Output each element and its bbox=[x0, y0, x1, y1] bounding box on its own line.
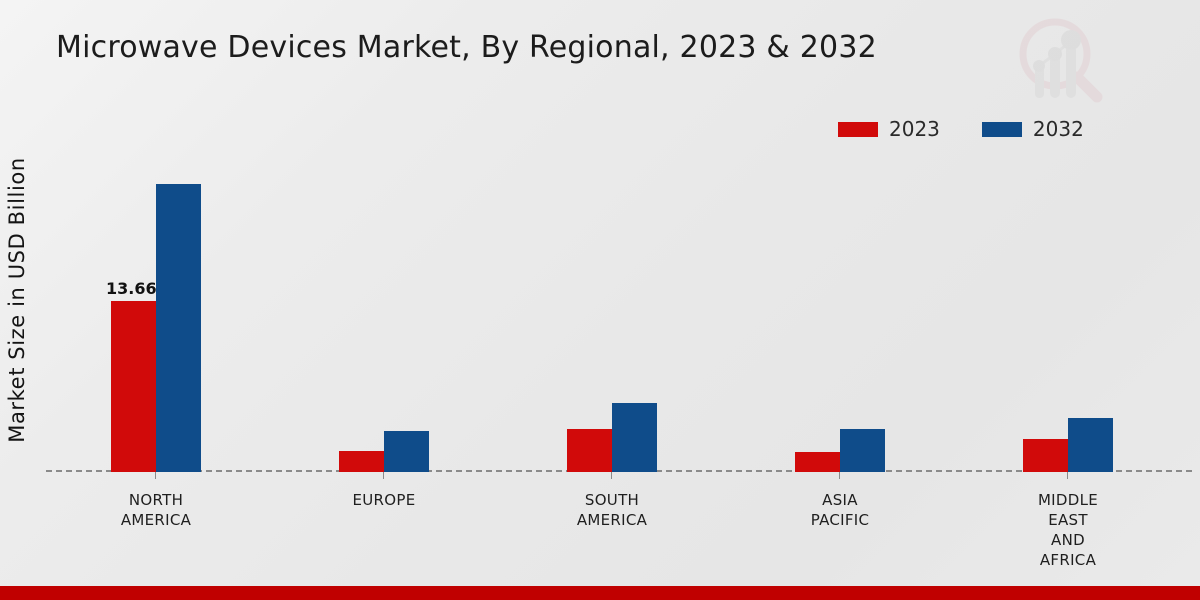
legend-label-2032: 2032 bbox=[1032, 117, 1084, 141]
category-line: SOUTH bbox=[584, 491, 640, 509]
category-line: ASIA bbox=[822, 491, 858, 509]
category-line: AFRICA bbox=[1039, 551, 1097, 569]
legend-swatch-2023 bbox=[838, 121, 878, 137]
bar-2023-north-america[interactable] bbox=[111, 301, 156, 472]
category-line: AMERICA bbox=[576, 511, 648, 529]
plot-area: 13.66 NORTH AMERICA EUROPE bbox=[46, 160, 1192, 569]
category-line: AMERICA bbox=[120, 511, 192, 529]
bar-2023-middle-east-and-africa[interactable] bbox=[1023, 439, 1068, 472]
footer-accent-bar bbox=[0, 586, 1200, 600]
legend-item-2032[interactable]: 2032 bbox=[981, 117, 1084, 141]
bar-group-north-america: 13.66 NORTH AMERICA bbox=[106, 172, 202, 529]
watermark-logo-icon bbox=[1019, 18, 1103, 103]
axis-tick-europe bbox=[383, 472, 384, 479]
bar-2032-north-america[interactable] bbox=[156, 184, 201, 472]
bar-value-label-north-america: 13.66 bbox=[106, 279, 157, 298]
category-label-europe: EUROPE bbox=[314, 490, 454, 510]
category-line: MIDDLE bbox=[1037, 491, 1099, 509]
category-label-north-america: NORTH AMERICA bbox=[86, 490, 226, 530]
chart-title: Microwave Devices Market, By Regional, 2… bbox=[56, 30, 877, 65]
bar-2023-europe[interactable] bbox=[339, 451, 384, 472]
bar-2032-europe[interactable] bbox=[384, 431, 429, 472]
legend-label-2023: 2023 bbox=[889, 117, 940, 141]
bar-2023-south-america[interactable] bbox=[567, 429, 612, 472]
bar-group-europe: EUROPE bbox=[338, 172, 430, 509]
chart-legend: 2023 2032 bbox=[838, 119, 1084, 139]
axis-tick-north-america bbox=[155, 472, 156, 479]
category-label-middle-east-and-africa: MIDDLE EAST AND AFRICA bbox=[998, 490, 1138, 570]
axis-tick-south-america bbox=[611, 472, 612, 479]
y-axis-title: Market Size in USD Billion bbox=[5, 157, 29, 443]
legend-swatch-2032 bbox=[981, 121, 1022, 137]
category-line: EAST bbox=[1048, 511, 1088, 529]
bar-2032-middle-east-and-africa[interactable] bbox=[1068, 418, 1113, 472]
bar-2032-south-america[interactable] bbox=[612, 403, 657, 472]
category-line: NORTH bbox=[128, 491, 184, 509]
category-label-south-america: SOUTH AMERICA bbox=[542, 490, 682, 530]
axis-tick-asia-pacific bbox=[839, 472, 840, 479]
bar-group-middle-east-and-africa: MIDDLE EAST AND AFRICA bbox=[1022, 172, 1114, 569]
bar-group-south-america: SOUTH AMERICA bbox=[566, 172, 658, 529]
legend-item-2023[interactable]: 2023 bbox=[838, 119, 940, 139]
category-line: EUROPE bbox=[352, 491, 416, 509]
bar-2023-asia-pacific[interactable] bbox=[795, 452, 840, 472]
bar-group-asia-pacific: ASIA PACIFIC bbox=[794, 172, 886, 529]
axis-tick-middle-east-and-africa bbox=[1067, 472, 1068, 479]
category-line: PACIFIC bbox=[810, 511, 870, 529]
category-line: AND bbox=[1051, 531, 1085, 549]
bar-2032-asia-pacific[interactable] bbox=[840, 429, 885, 472]
category-label-asia-pacific: ASIA PACIFIC bbox=[770, 490, 910, 530]
